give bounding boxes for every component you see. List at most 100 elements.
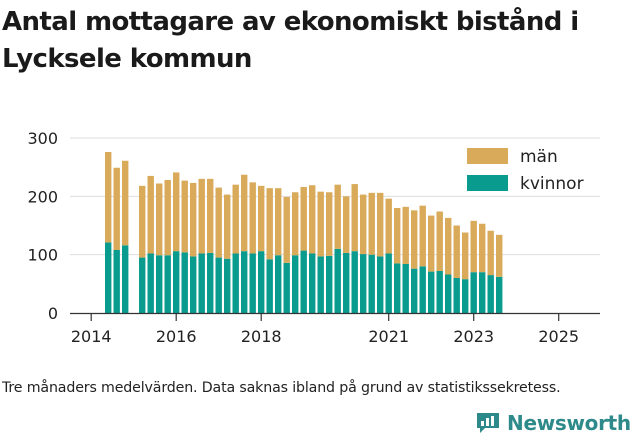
x-tick-label: 2014 [71,327,112,346]
bar-kvinnor [351,251,358,313]
legend: män kvinnor [467,147,584,194]
bar-kvinnor [462,279,469,313]
bar-kvinnor [173,251,180,313]
x-tick-label: 2016 [156,327,197,346]
bar-kvinnor [147,253,154,313]
bar-man [139,185,146,258]
legend-swatch-kvinnor [467,175,508,191]
legend-label: kvinnor [520,174,584,194]
bar-kvinnor [368,254,375,313]
bar-man [377,192,384,257]
legend-swatch-man [467,148,508,164]
bar-man [419,205,426,267]
bar-kvinnor [232,253,239,313]
bar-man [113,167,120,250]
bar-kvinnor [360,254,367,313]
bar-man [275,188,282,256]
x-axis: 2014 2016 2018 2021 2023 2025 [70,312,600,346]
bar-man [156,183,163,256]
x-tick-label: 2021 [368,327,409,346]
bar-man [283,196,290,263]
bar-man [453,225,460,278]
brand-name: Newsworthy [507,411,631,435]
bar-man [207,178,214,253]
bar-man [326,192,333,256]
bar-kvinnor [411,268,418,313]
bar-kvinnor [377,256,384,313]
y-tick-label: 100 [27,246,58,265]
bar-man [181,180,188,253]
bar-man [258,185,265,252]
bar-kvinnor [224,258,231,313]
bar-kvinnor [105,242,112,313]
bar-man [292,192,299,256]
bar-kvinnor [198,253,205,313]
bar-man [164,180,171,256]
bar-kvinnor [496,276,503,313]
bar-man [462,232,469,280]
bar-man [190,182,197,257]
x-tick-label: 2018 [241,327,282,346]
bar-kvinnor [122,245,129,313]
bar-man [394,208,401,264]
chart-title: Antal mottagare av ekonomiskt bistånd i … [2,7,579,74]
y-axis: 0 100 200 300 [27,129,58,323]
bar-kvinnor [292,255,299,313]
bar-man [351,184,358,252]
bar-kvinnor [343,252,350,313]
bar-man [334,184,341,249]
bar-man [266,188,273,260]
bar-kvinnor [326,255,333,313]
bar-kvinnor [445,274,452,313]
bar-man [309,185,316,254]
footnote: Tre månaders medelvärden. Data saknas ib… [2,380,561,396]
bar-man [479,223,486,273]
bar-kvinnor [207,252,214,313]
bar-kvinnor [215,257,222,313]
bar-man [428,215,435,272]
bar-kvinnor [334,248,341,313]
bar-man [300,187,307,251]
bar-kvinnor [283,262,290,313]
legend-label: män [520,147,558,167]
y-tick-label: 300 [27,129,58,148]
bar-man [147,175,154,254]
bar-kvinnor [487,275,494,313]
bar-kvinnor [266,259,273,313]
bar-kvinnor [139,257,146,313]
bar-man [105,152,112,243]
bar-man [317,191,324,257]
bar-man [249,182,256,254]
bar-kvinnor [156,255,163,313]
bar-kvinnor [164,255,171,313]
bar-man [232,184,239,254]
bar-kvinnor [402,264,409,313]
bar-kvinnor [241,251,248,313]
bar-man [215,187,222,258]
bar-man [173,172,180,252]
bar-man [436,211,443,271]
bars [105,152,503,313]
bar-man [368,192,375,255]
bar-kvinnor [428,271,435,313]
bar-kvinnor [317,256,324,313]
bar-man [198,178,205,254]
bar-man [487,230,494,276]
bar-man [411,210,418,269]
bar-kvinnor [275,255,282,313]
x-tick-label: 2025 [538,327,579,346]
bar-man [360,194,367,255]
bar-kvinnor [113,250,120,313]
bar-man [470,220,477,273]
y-tick-label: 0 [48,304,58,323]
bar-kvinnor [181,252,188,313]
bar-man [385,198,392,254]
bar-kvinnor [300,250,307,313]
bar-man [343,196,350,253]
bar-man [445,217,452,275]
bar-kvinnor [436,271,443,313]
x-tick-label: 2023 [453,327,494,346]
bar-kvinnor [190,256,197,313]
bar-chart: 0 100 200 300 2014 2016 2018 2021 2023 2025 män k… [27,129,600,346]
bar-kvinnor [470,272,477,313]
